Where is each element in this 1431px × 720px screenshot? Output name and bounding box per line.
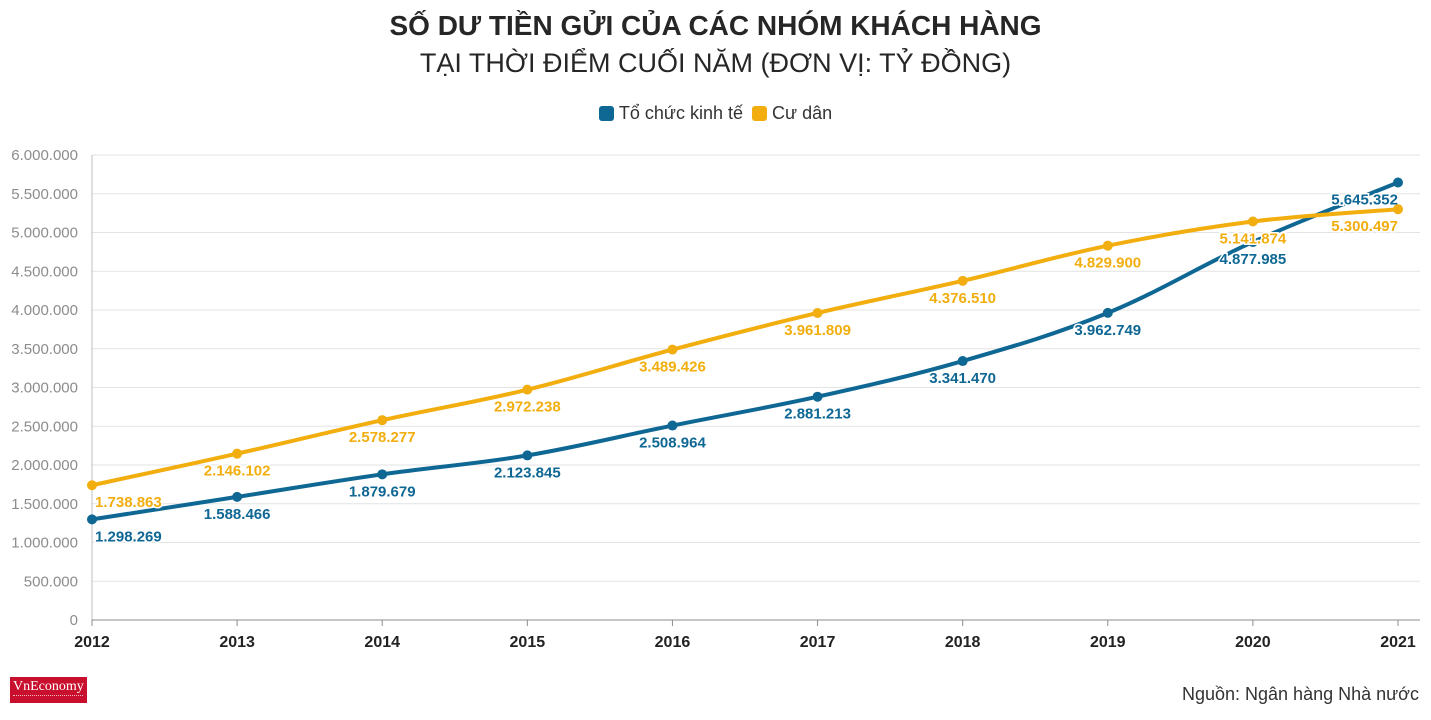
data-point-cu-dan [232,448,243,459]
data-label-to-chuc-kinh-te: 3.962.749 [1074,322,1141,339]
data-point-cu-dan [377,415,388,426]
data-point-to-chuc-kinh-te [667,420,678,431]
data-point-to-chuc-kinh-te [232,491,243,502]
data-label-cu-dan: 5.141.874 [1220,231,1287,248]
data-label-to-chuc-kinh-te: 1.298.269 [95,528,162,545]
y-tick-label: 0 [70,612,78,629]
x-tick-label: 2021 [1380,634,1416,651]
legend-swatch-cu-dan [752,106,768,121]
data-point-to-chuc-kinh-te [522,450,533,461]
data-label-to-chuc-kinh-te: 3.341.470 [929,370,996,387]
data-label-to-chuc-kinh-te: 1.879.679 [349,483,416,500]
y-tick-label: 5.500.000 [11,186,78,203]
data-label-cu-dan: 4.376.510 [929,290,996,307]
legend-label-to-chuc-kinh-te: Tổ chức kinh tế [618,103,743,123]
logo-text: VnEconomy [13,679,84,694]
data-point-to-chuc-kinh-te [377,469,388,480]
data-point-cu-dan [957,275,968,286]
data-label-to-chuc-kinh-te: 2.123.845 [494,464,561,481]
y-tick-label: 6.000.000 [11,147,78,164]
data-label-to-chuc-kinh-te: 2.881.213 [784,406,851,423]
data-point-to-chuc-kinh-te [1102,307,1113,318]
data-point-cu-dan [667,344,678,355]
legend-item-cu-dan[interactable]: Cư dân [752,103,832,124]
data-label-cu-dan: 4.829.900 [1074,255,1141,272]
legend-swatch-to-chuc-kinh-te [598,106,614,121]
source-note: Nguồn: Ngân hàng Nhà nước [1181,684,1419,704]
y-tick-label: 1.500.000 [11,496,78,513]
y-tick-label: 1.000.000 [11,535,78,552]
y-tick-label: 500.000 [24,573,78,590]
data-label-to-chuc-kinh-te: 5.645.352 [1331,191,1398,208]
data-point-to-chuc-kinh-te [87,514,97,525]
data-label-to-chuc-kinh-te: 1.588.466 [204,506,271,523]
x-tick-label: 2012 [74,634,110,651]
x-tick-label: 2018 [945,634,981,651]
data-label-to-chuc-kinh-te: 4.877.985 [1220,251,1287,268]
x-tick-label: 2017 [800,634,836,651]
data-label-to-chuc-kinh-te: 2.508.964 [639,435,706,452]
chart-title-line1: SỐ DƯ TIỀN GỬI CỦA CÁC NHÓM KHÁCH HÀNG [389,10,1042,41]
vneconomy-logo: VnEconomy [10,677,87,703]
y-tick-label: 4.500.000 [11,263,78,280]
data-label-cu-dan: 5.300.497 [1331,218,1398,235]
legend-item-to-chuc-kinh-te[interactable]: Tổ chức kinh tế [598,103,743,124]
chart-title-line2: TẠI THỜI ĐIỂM CUỐI NĂM (ĐƠN VỊ: TỶ ĐỒNG) [419,48,1012,78]
data-point-cu-dan [1247,216,1258,227]
x-tick-label: 2015 [510,634,546,651]
logo-underline [13,695,83,698]
data-label-cu-dan: 3.961.809 [784,322,851,339]
data-point-to-chuc-kinh-te [812,391,823,402]
y-tick-label: 5.000.000 [11,225,78,242]
x-tick-label: 2013 [219,634,255,651]
data-label-cu-dan: 3.489.426 [639,359,706,376]
data-point-cu-dan [1393,204,1403,215]
data-point-to-chuc-kinh-te [1247,236,1258,247]
series-line-to-chuc-kinh-te [90,180,1400,522]
y-tick-label: 4.000.000 [11,302,78,319]
data-point-cu-dan [812,307,823,318]
y-tick-label: 2.000.000 [11,457,78,474]
data-point-cu-dan [87,480,97,491]
y-tick-label: 2.500.000 [11,418,78,435]
data-point-to-chuc-kinh-te [1393,177,1403,188]
chart-legend: Tổ chức kinh tế Cư dân [0,103,1431,124]
y-tick-label: 3.500.000 [11,341,78,358]
series-line-cu-dan [90,207,1400,488]
data-label-cu-dan: 2.972.238 [494,399,561,416]
data-label-cu-dan: 2.146.102 [204,463,271,480]
data-point-to-chuc-kinh-te [957,356,968,367]
data-point-cu-dan [1102,240,1113,251]
y-tick-label: 3.000.000 [11,380,78,397]
data-label-cu-dan: 2.578.277 [349,429,416,446]
x-tick-label: 2014 [364,634,400,651]
legend-label-cu-dan: Cư dân [772,103,833,123]
x-tick-label: 2020 [1235,634,1271,651]
x-tick-label: 2016 [655,634,691,651]
data-point-cu-dan [522,384,533,395]
data-label-cu-dan: 1.738.863 [95,494,162,511]
x-tick-label: 2019 [1090,634,1126,651]
